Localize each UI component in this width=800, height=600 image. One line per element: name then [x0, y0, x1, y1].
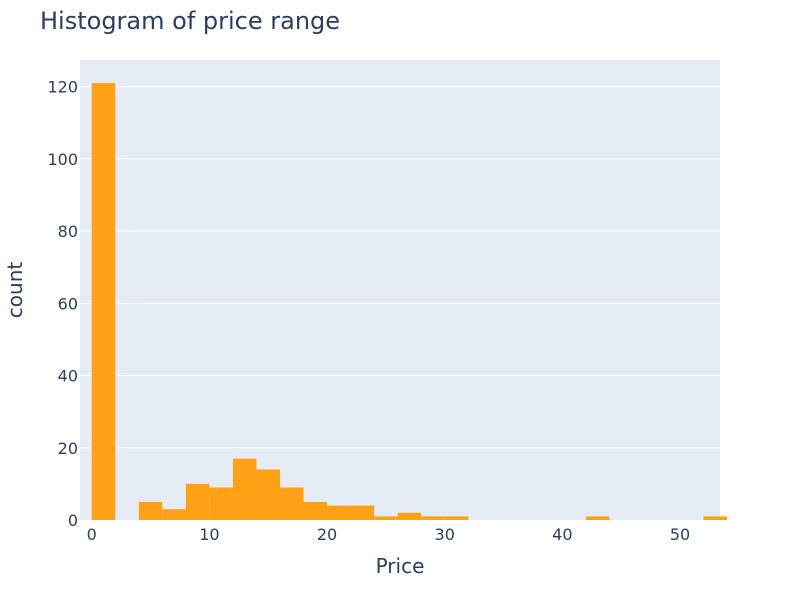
histogram-bar: [280, 487, 304, 520]
y-tick-label: 20: [58, 439, 78, 458]
histogram-bar: [421, 516, 445, 520]
histogram-bar: [185, 483, 210, 520]
histogram-bar: [162, 509, 186, 520]
histogram-bar: [397, 512, 422, 520]
histogram-bar: [327, 505, 351, 520]
histogram-bar: [374, 516, 398, 520]
histogram-bar: [444, 516, 469, 520]
x-tick-label: 0: [87, 525, 97, 544]
y-tick-label: 60: [58, 294, 78, 313]
histogram-bar: [209, 487, 233, 520]
histogram-bar: [232, 458, 257, 520]
x-axis-ticks: 0 10 20 30 40 50: [87, 525, 691, 544]
x-tick-label: 40: [552, 525, 572, 544]
y-tick-label: 120: [47, 78, 78, 97]
histogram-bar: [138, 501, 163, 520]
x-axis-title: Price: [376, 554, 425, 578]
y-axis-ticks: 0 20 40 60 80 100 120: [47, 78, 78, 530]
x-tick-label: 10: [199, 525, 219, 544]
y-tick-label: 0: [68, 511, 78, 530]
histogram-bars: [91, 83, 728, 520]
plot-background: [80, 60, 720, 520]
histogram-bar: [585, 516, 610, 520]
y-tick-label: 40: [58, 367, 78, 386]
x-tick-label: 20: [317, 525, 337, 544]
x-tick-label: 50: [670, 525, 690, 544]
y-tick-label: 80: [58, 222, 78, 241]
histogram-bar: [703, 516, 728, 520]
x-tick-label: 30: [435, 525, 455, 544]
y-tick-label: 100: [47, 150, 78, 169]
histogram-bar: [350, 505, 375, 520]
histogram-bar: [256, 469, 280, 520]
histogram-bar: [303, 501, 328, 520]
grid-lines: [80, 86, 720, 449]
y-axis-title: count: [3, 262, 27, 319]
chart-title: Histogram of price range: [40, 7, 340, 35]
histogram-bar: [91, 83, 116, 520]
